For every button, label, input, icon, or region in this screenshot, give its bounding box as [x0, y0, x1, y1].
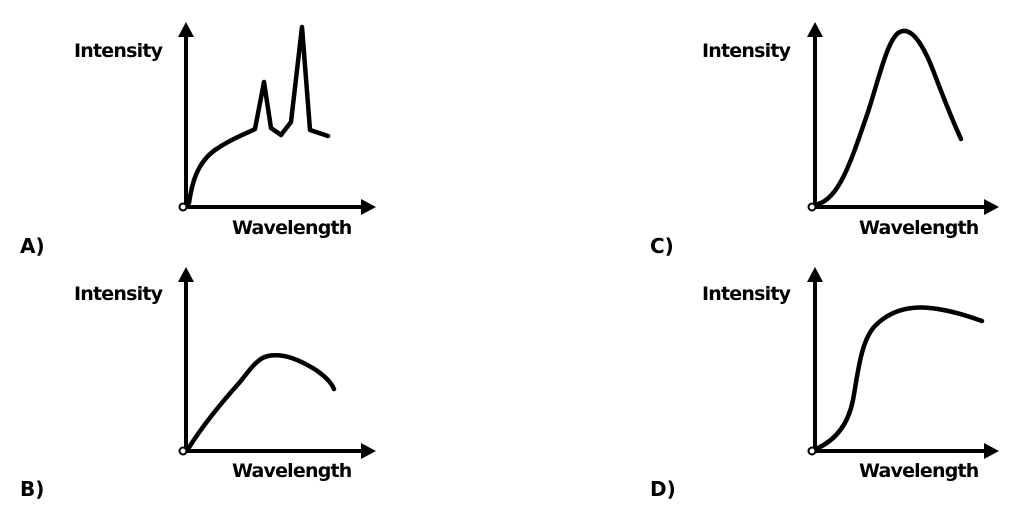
panel-c-spectrum-curve: [815, 28, 964, 207]
panel-d-option-label: D): [650, 477, 676, 501]
panel-d: Intensity Wavelength D): [650, 267, 999, 501]
panel-b-x-axis-label: Wavelength: [232, 460, 352, 482]
panel-c: Intensity Wavelength C): [650, 22, 999, 258]
panel-b-y-arrowhead: [178, 267, 194, 282]
panel-a-spectrum-curve: [186, 24, 331, 206]
panel-b-x-arrowhead: [361, 443, 376, 459]
panel-b-origin-marker: [178, 446, 188, 456]
panel-b-y-axis-label: Intensity: [74, 283, 164, 305]
panel-d-y-arrowhead: [807, 267, 823, 282]
panel-a-origin-marker: [178, 202, 188, 212]
panel-a: Intensity Wavelength A): [20, 22, 376, 258]
panel-b-spectrum-curve: [185, 353, 337, 452]
panel-d-x-arrowhead: [984, 443, 999, 459]
panel-d-origin-marker: [807, 446, 817, 456]
panel-c-x-axis-label: Wavelength: [859, 217, 979, 239]
panel-c-y-arrowhead: [807, 22, 823, 37]
panel-c-option-label: C): [650, 234, 674, 258]
panel-a-option-label: A): [20, 234, 45, 258]
panel-c-y-axis-label: Intensity: [702, 40, 792, 62]
panel-b-option-label: B): [20, 477, 44, 501]
panel-a-y-arrowhead: [178, 22, 194, 37]
panel-a-x-axis-label: Wavelength: [232, 217, 352, 239]
panel-c-origin-marker: [807, 202, 817, 212]
panel-c-x-arrowhead: [984, 199, 999, 215]
panel-a-y-axis-label: Intensity: [74, 40, 164, 62]
panel-d-spectrum-curve: [815, 305, 985, 451]
panel-b: Intensity Wavelength B): [20, 267, 376, 501]
panel-d-y-axis-label: Intensity: [702, 283, 792, 305]
panel-d-x-axis-label: Wavelength: [859, 460, 979, 482]
panel-a-x-arrowhead: [361, 199, 376, 215]
